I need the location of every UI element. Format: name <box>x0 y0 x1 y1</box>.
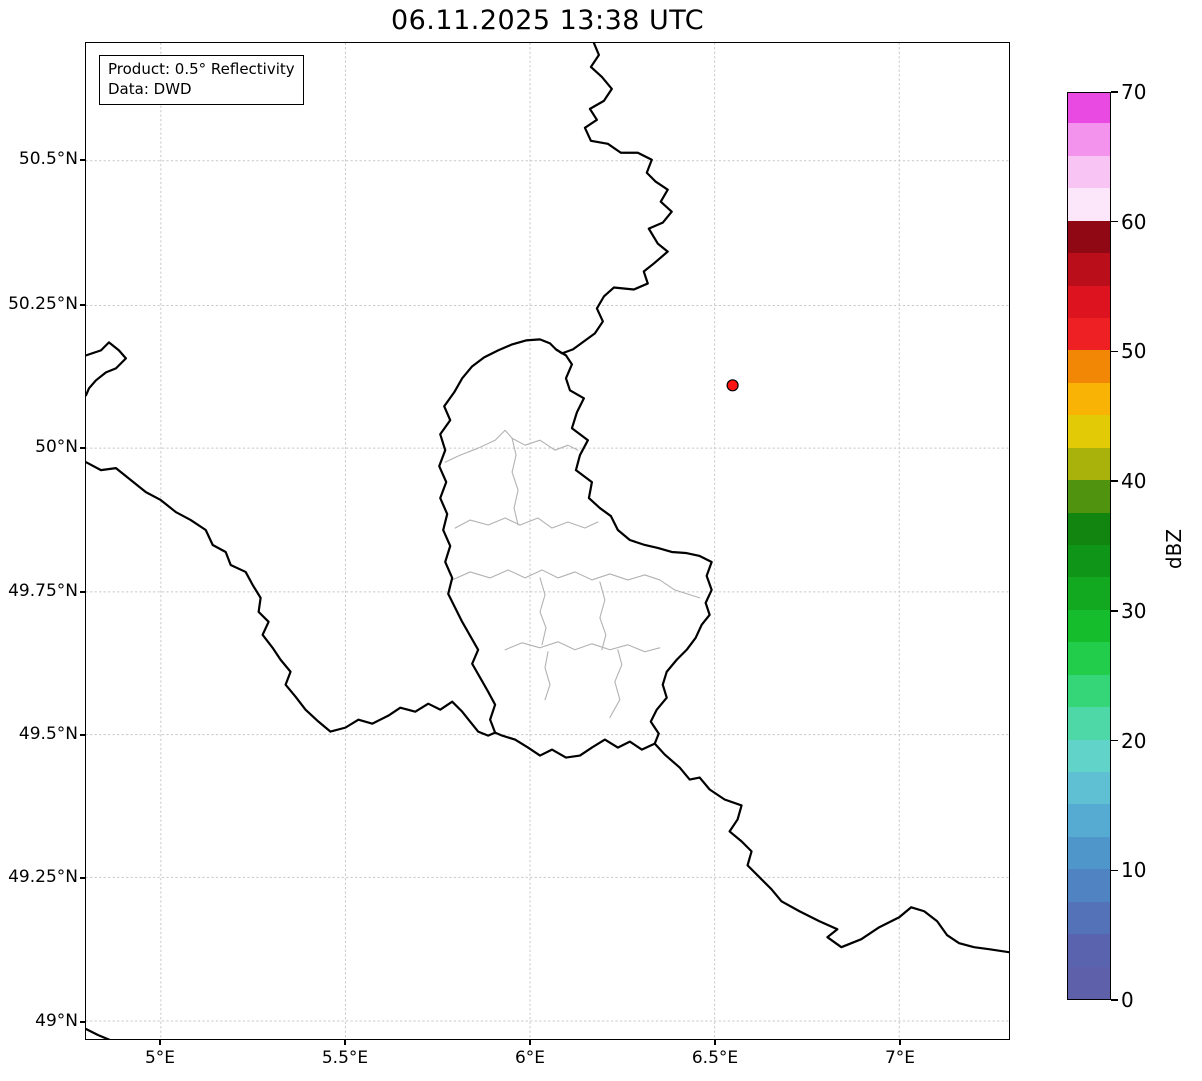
admin-boundary <box>504 641 661 653</box>
y-tick-label: 49.75°N <box>8 581 78 601</box>
country-border <box>86 1027 111 1039</box>
x-tick-mark <box>714 1040 716 1045</box>
y-tick-mark <box>80 591 85 593</box>
country-border <box>86 461 497 737</box>
colorbar-segment <box>1068 609 1110 643</box>
colorbar-segment <box>1068 641 1110 675</box>
colorbar-tick-label: 30 <box>1121 598 1147 623</box>
colorbar <box>1067 92 1111 1000</box>
colorbar-segment <box>1068 382 1110 416</box>
admin-boundary <box>539 577 547 646</box>
colorbar-segment <box>1068 284 1110 318</box>
colorbar-segment <box>1068 479 1110 513</box>
x-tick-label: 5°E <box>144 1048 176 1068</box>
colorbar-tick-label: 40 <box>1121 469 1147 494</box>
y-tick-mark <box>80 159 85 161</box>
colorbar-segment <box>1068 317 1110 351</box>
colorbar-tick-mark <box>1111 869 1118 871</box>
colorbar-segment <box>1068 414 1110 448</box>
colorbar-segment <box>1068 900 1110 935</box>
colorbar-segment <box>1068 219 1110 254</box>
colorbar-tick-mark <box>1111 91 1118 93</box>
colorbar-segment <box>1068 252 1110 286</box>
y-tick-mark <box>80 447 85 449</box>
country-border <box>86 341 128 397</box>
colorbar-tick-label: 70 <box>1121 80 1147 104</box>
colorbar-tick-mark <box>1111 610 1118 612</box>
y-tick-mark <box>80 304 85 306</box>
y-tick-label: 49°N <box>35 1011 78 1031</box>
colorbar-segment <box>1068 706 1110 740</box>
colorbar-segment <box>1068 187 1110 221</box>
y-tick-label: 49.5°N <box>18 724 78 744</box>
y-tick-label: 50.25°N <box>8 294 78 314</box>
country-border <box>653 742 1009 954</box>
y-tick-mark <box>80 877 85 879</box>
country-border <box>438 338 713 759</box>
radar-location-marker <box>726 379 739 392</box>
colorbar-segment <box>1068 576 1110 610</box>
colorbar-tick-label: 0 <box>1121 988 1134 1012</box>
colorbar-tick-label: 20 <box>1121 728 1147 753</box>
country-border <box>554 43 673 355</box>
colorbar-segment <box>1068 836 1110 870</box>
colorbar-segment <box>1068 738 1110 772</box>
x-tick-label: 5.5°E <box>321 1048 369 1068</box>
map-canvas <box>86 43 1009 1039</box>
annotation-product-line: Product: 0.5° Reflectivity <box>108 60 295 78</box>
plot-title: 06.11.2025 13:38 UTC <box>390 5 705 36</box>
colorbar-segment <box>1068 965 1110 999</box>
colorbar-segment <box>1068 349 1110 383</box>
colorbar-segment <box>1068 446 1110 481</box>
x-tick-label: 6°E <box>514 1048 546 1068</box>
colorbar-segment <box>1068 155 1110 189</box>
x-tick-label: 7°E <box>884 1048 916 1068</box>
x-tick-mark <box>529 1040 531 1045</box>
annotation-data-source-line: Data: DWD <box>108 80 192 99</box>
colorbar-tick-mark <box>1111 480 1118 482</box>
admin-boundary <box>454 517 599 529</box>
colorbar-axis-label: dBZ <box>1162 528 1186 570</box>
admin-boundary <box>544 651 551 701</box>
colorbar-segment <box>1068 803 1110 837</box>
colorbar-segment <box>1068 933 1110 967</box>
colorbar-tick-mark <box>1111 221 1118 223</box>
colorbar-segment <box>1068 868 1110 902</box>
map-plot-area: Product: 0.5° Reflectivity Data: DWD <box>85 42 1010 1040</box>
admin-boundary <box>599 581 607 651</box>
y-tick-mark <box>80 1021 85 1023</box>
y-tick-label: 49.25°N <box>8 867 78 887</box>
admin-boundary <box>609 649 623 719</box>
colorbar-tick-label: 60 <box>1121 209 1147 234</box>
colorbar-tick-mark <box>1111 350 1118 353</box>
colorbar-tick-label: 10 <box>1121 858 1147 883</box>
colorbar-tick-mark <box>1111 999 1118 1001</box>
colorbar-segment <box>1068 122 1110 156</box>
x-tick-mark <box>344 1040 346 1045</box>
colorbar-segment <box>1068 673 1110 708</box>
admin-boundary <box>444 429 579 463</box>
y-tick-label: 50°N <box>35 437 78 457</box>
colorbar-segment <box>1068 771 1110 805</box>
x-tick-mark <box>159 1040 161 1045</box>
colorbar-segment <box>1068 93 1110 124</box>
product-annotation-box: Product: 0.5° Reflectivity Data: DWD <box>99 55 304 105</box>
admin-boundary <box>511 437 519 526</box>
x-tick-label: 6.5°E <box>691 1048 739 1068</box>
x-tick-mark <box>899 1040 901 1045</box>
colorbar-tick-label: 50 <box>1121 339 1147 364</box>
y-tick-mark <box>80 734 85 736</box>
colorbar-segment <box>1068 544 1110 578</box>
colorbar-segment <box>1068 511 1110 545</box>
y-tick-label: 50.5°N <box>18 149 78 169</box>
admin-boundary <box>451 569 701 599</box>
colorbar-tick-mark <box>1111 739 1118 742</box>
